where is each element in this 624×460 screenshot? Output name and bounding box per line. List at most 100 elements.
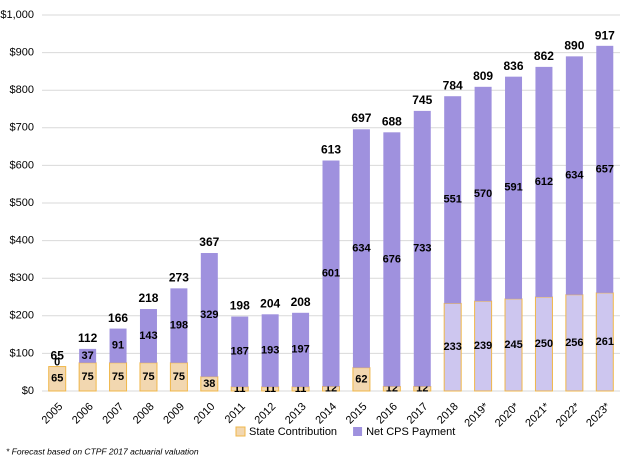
total-label: 218 <box>138 291 158 305</box>
value-label: 612 <box>535 176 553 188</box>
bar-segment <box>413 110 431 387</box>
value-label: 75 <box>142 371 154 383</box>
total-label: 745 <box>412 93 432 107</box>
x-tick-label: 2005 <box>40 401 66 427</box>
value-label: 233 <box>444 341 462 353</box>
x-tick-label: 2007 <box>100 401 126 427</box>
x-tick-label: 2018 <box>435 401 461 427</box>
y-tick-label: $1,000 <box>0 9 34 21</box>
x-tick-label: 2008 <box>131 401 157 427</box>
y-tick-label: $100 <box>10 347 34 359</box>
value-label: 197 <box>291 344 309 356</box>
value-label: 591 <box>504 182 522 194</box>
bar-segment <box>322 160 340 387</box>
x-tick-label: 2016 <box>374 401 400 427</box>
value-label: 91 <box>112 340 124 352</box>
value-label: 245 <box>504 339 522 351</box>
bar-segment <box>535 66 553 297</box>
bar-segment <box>231 316 249 387</box>
legend-swatch <box>235 426 246 437</box>
value-label: 733 <box>413 243 431 255</box>
value-label: 11 <box>295 383 307 395</box>
legend-swatch <box>353 427 363 436</box>
value-label: 256 <box>565 337 583 349</box>
bar-segment <box>322 385 340 392</box>
value-label: 193 <box>261 344 279 356</box>
value-label: 75 <box>82 371 94 383</box>
bar-segment <box>139 309 157 363</box>
bar-segment <box>382 385 401 392</box>
y-tick-label: $500 <box>10 197 34 209</box>
x-tick-label: 2019* <box>462 400 491 429</box>
y-tick-label: $400 <box>10 235 34 247</box>
value-label: 657 <box>596 163 614 175</box>
value-label: 239 <box>474 340 492 352</box>
bar-segment <box>261 314 279 387</box>
value-label: 65 <box>51 373 63 385</box>
y-tick-label: $0 <box>22 385 34 397</box>
y-tick-label: $800 <box>10 84 34 96</box>
value-label: 11 <box>264 383 276 395</box>
x-tick-label: 2020* <box>493 400 522 429</box>
bar-segment <box>444 96 462 304</box>
x-tick-label: 2011 <box>223 401 248 426</box>
bar-segment <box>170 288 188 363</box>
value-label: 329 <box>200 309 218 321</box>
bar-segment <box>596 45 614 293</box>
value-label: 0 <box>54 356 60 368</box>
total-label: 367 <box>199 235 219 249</box>
total-label: 112 <box>78 331 98 345</box>
value-label: 11 <box>234 383 246 395</box>
bar-segment <box>292 312 310 387</box>
value-label: 570 <box>474 188 492 200</box>
total-label: 65 <box>51 349 65 363</box>
total-label: 862 <box>534 49 554 63</box>
value-label: 634 <box>565 169 584 181</box>
bar-segment <box>79 348 97 363</box>
total-label: 166 <box>108 311 128 325</box>
x-tick-label: 2023* <box>584 400 613 429</box>
total-label: 198 <box>230 299 250 313</box>
value-label: 198 <box>170 319 188 331</box>
y-tick-label: $700 <box>10 122 34 134</box>
total-label: 836 <box>504 59 524 73</box>
total-label: 204 <box>260 296 280 310</box>
value-label: 143 <box>139 330 157 342</box>
total-label: 697 <box>351 111 371 125</box>
bar-segment <box>200 253 218 377</box>
value-label: 250 <box>535 338 553 350</box>
x-tick-label: 2022* <box>554 400 583 429</box>
legend-label: State Contribution <box>249 426 337 438</box>
total-label: 809 <box>473 69 493 83</box>
bar-segment <box>291 386 310 392</box>
bar-segment <box>352 129 370 368</box>
value-label: 551 <box>444 194 462 206</box>
y-tick-label: $200 <box>10 310 34 322</box>
bar-segment <box>565 56 583 295</box>
bar-segment <box>48 366 67 392</box>
value-label: 38 <box>203 378 215 390</box>
x-tick-label: 2006 <box>70 401 96 427</box>
x-tick-label: 2017 <box>405 401 431 427</box>
bar-segment <box>383 132 401 387</box>
bar-segment <box>474 86 492 302</box>
y-tick-label: $900 <box>10 47 34 59</box>
value-label: 187 <box>231 346 249 358</box>
total-label: 784 <box>443 78 463 92</box>
value-label: 75 <box>112 371 124 383</box>
legend-label: Net CPS Payment <box>366 426 455 438</box>
x-tick-label: 2015 <box>344 401 370 427</box>
value-label: 261 <box>596 336 614 348</box>
total-label: 613 <box>321 143 341 157</box>
x-tick-label: 2013 <box>283 401 309 427</box>
bar-segment <box>261 386 280 392</box>
bar-segment <box>505 76 523 299</box>
total-label: 208 <box>291 295 311 309</box>
total-label: 917 <box>595 28 615 42</box>
footnote: * Forecast based on CTPF 2017 actuarial … <box>6 446 199 456</box>
y-tick-label: $600 <box>10 159 34 171</box>
value-label: 601 <box>322 267 340 279</box>
value-label: 75 <box>173 371 185 383</box>
x-tick-label: 2009 <box>161 401 187 427</box>
